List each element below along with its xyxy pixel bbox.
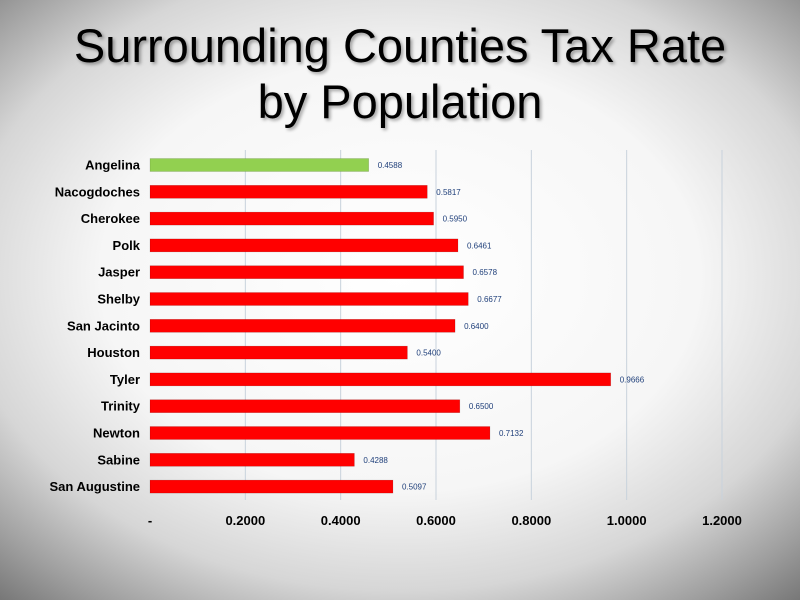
x-tick-label: 0.2000 xyxy=(225,513,265,528)
data-label: 0.5400 xyxy=(416,349,441,358)
x-tick-label: - xyxy=(148,513,152,528)
bar-sabine xyxy=(149,452,355,467)
category-label: Houston xyxy=(87,345,140,360)
category-label: Tyler xyxy=(110,372,140,387)
category-label: Jasper xyxy=(98,265,140,280)
bar-polk xyxy=(149,238,459,253)
category-label: Sabine xyxy=(97,452,140,467)
data-label: 0.6677 xyxy=(477,295,502,304)
category-label: San Augustine xyxy=(49,479,140,494)
data-label: 0.9666 xyxy=(620,375,645,384)
bar-newton xyxy=(149,426,491,440)
category-label: Shelby xyxy=(97,292,140,307)
bar-san-augustine xyxy=(149,479,394,494)
x-tick-label: 0.4000 xyxy=(321,513,361,528)
x-tick-label: 1.0000 xyxy=(607,513,647,528)
category-label: Angelina xyxy=(85,158,141,173)
bar-tyler xyxy=(149,372,612,387)
slide-title-line-2: by Population xyxy=(257,75,543,128)
slide-title: Surrounding Counties Tax Rate by Populat… xyxy=(0,18,800,130)
data-label: 0.4588 xyxy=(378,161,403,170)
bar-cherokee xyxy=(149,211,434,226)
x-tick-label: 0.8000 xyxy=(511,513,551,528)
bar-angelina xyxy=(149,158,369,172)
x-axis-tick-labels: - 0.2000 0.4000 0.6000 0.8000 1.0000 1.2000 xyxy=(148,513,742,528)
data-label: 0.7132 xyxy=(499,429,524,438)
category-label: Polk xyxy=(113,238,141,253)
data-label: 0.5097 xyxy=(402,483,427,492)
category-label: Trinity xyxy=(101,399,141,414)
data-label: 0.6461 xyxy=(467,241,492,250)
bar-san-jacinto xyxy=(149,318,456,333)
data-label: 0.4288 xyxy=(363,456,388,465)
x-tick-label: 0.6000 xyxy=(416,513,456,528)
slide-title-line-1: Surrounding Counties Tax Rate xyxy=(73,19,727,72)
bar-nacogdoches xyxy=(149,185,428,199)
data-label: 0.5950 xyxy=(443,215,468,224)
category-label: San Jacinto xyxy=(67,318,140,333)
x-tick-label: 1.2000 xyxy=(702,513,742,528)
bars xyxy=(149,158,612,494)
data-labels: 0.4588 0.5817 0.5950 0.6461 0.6578 0.6677 0.64… xyxy=(363,161,644,492)
data-label: 0.6500 xyxy=(469,402,494,411)
data-label: 0.6400 xyxy=(464,322,489,331)
bar-trinity xyxy=(149,399,461,414)
data-label: 0.5817 xyxy=(436,188,461,197)
category-label: Nacogdoches xyxy=(55,184,140,199)
category-labels: Angelina Nacogdoches Cherokee Polk Jasper She… xyxy=(49,158,140,495)
category-label: Cherokee xyxy=(81,211,140,226)
bar-houston xyxy=(149,345,408,360)
bar-shelby xyxy=(149,292,469,306)
bar-jasper xyxy=(149,265,464,280)
category-label: Newton xyxy=(93,426,140,441)
data-label: 0.6578 xyxy=(473,268,498,277)
